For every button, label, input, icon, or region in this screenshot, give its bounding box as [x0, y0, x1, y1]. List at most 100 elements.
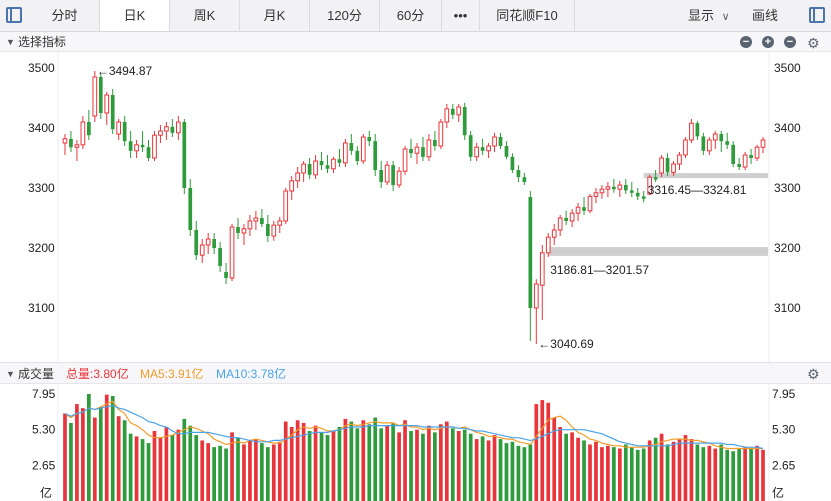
candle-body	[182, 122, 187, 188]
candle	[384, 161, 390, 185]
candle	[533, 279, 539, 344]
candle	[575, 203, 581, 221]
candle	[80, 116, 86, 149]
volume-bar	[606, 445, 610, 501]
candle-body	[337, 159, 342, 163]
candle-body	[116, 121, 122, 135]
volume-bar	[695, 444, 700, 501]
candle-body	[516, 170, 521, 178]
y-tick-label-left: 3400	[28, 121, 55, 135]
candle-body	[355, 150, 360, 161]
volume-bar	[415, 429, 419, 501]
display-menu[interactable]: 显示 ∨	[688, 0, 730, 31]
candle	[175, 116, 181, 140]
gap-band	[548, 247, 768, 256]
chevron-down-icon[interactable]: ▼	[6, 369, 15, 379]
candle-body	[510, 156, 515, 170]
volume-total: 总量:3.80亿	[66, 367, 129, 381]
zoom-in-icon[interactable]: +	[762, 36, 774, 48]
candle-body	[629, 190, 634, 193]
tab-timeshare[interactable]: 分时	[30, 0, 100, 31]
tab-60min[interactable]: 60分	[380, 0, 442, 31]
candle	[349, 134, 354, 155]
candle-body	[62, 138, 68, 144]
volume-bar	[528, 444, 533, 501]
volume-bar	[212, 447, 216, 501]
tab-f10[interactable]: 同花顺F10	[480, 0, 575, 31]
zoom-out-icon[interactable]: −	[784, 36, 796, 48]
candle	[462, 102, 467, 140]
candle	[116, 119, 122, 140]
select-indicator-button[interactable]: 选择指标	[18, 35, 67, 49]
volume-bar	[248, 440, 252, 501]
candle-body	[271, 224, 277, 237]
volume-bar	[564, 433, 568, 501]
candle-body	[301, 163, 306, 174]
tab-120min[interactable]: 120分	[310, 0, 380, 31]
candle-body	[671, 163, 676, 173]
candle-body	[760, 139, 766, 148]
candle-body	[731, 144, 736, 164]
candle-body	[450, 108, 455, 115]
candle	[414, 143, 420, 164]
candle	[205, 233, 211, 254]
candle	[402, 146, 408, 175]
candle-body	[74, 144, 80, 148]
candle-body	[384, 164, 390, 183]
candle-body	[737, 164, 742, 167]
volume-bar	[301, 422, 306, 501]
volume-bar	[337, 426, 342, 501]
candle-body	[665, 158, 670, 173]
candle-body	[229, 226, 235, 279]
candle	[641, 191, 646, 203]
chevron-down-icon[interactable]: ▼	[6, 37, 15, 47]
candle	[360, 134, 366, 164]
candle	[265, 215, 270, 242]
candle-body	[175, 121, 181, 134]
candle-body	[612, 186, 616, 190]
volume-bar	[725, 449, 730, 501]
volume-bar	[761, 449, 765, 501]
volume-bar	[254, 439, 258, 501]
candle-body	[689, 122, 694, 141]
candle-body	[582, 207, 586, 211]
draw-line-button[interactable]: 画线	[752, 8, 779, 23]
gear-icon[interactable]: ⚙	[807, 35, 820, 51]
candle-body	[325, 165, 330, 169]
panel-toggle-icon[interactable]	[809, 7, 825, 23]
volume-y-tick-right: 5.30	[772, 423, 796, 437]
volume-bar	[206, 443, 211, 501]
candle-body	[349, 143, 354, 151]
volume-bar	[629, 447, 634, 501]
volume-bar	[540, 400, 545, 501]
candle-body	[695, 123, 700, 137]
candle	[236, 218, 240, 239]
volume-bar	[110, 396, 115, 501]
y-tick-label-right: 3300	[774, 181, 801, 195]
minimize-icon[interactable]: −	[740, 36, 752, 48]
candle-body	[122, 122, 127, 142]
y-tick-label-left: 3200	[28, 241, 55, 255]
volume-bar	[498, 439, 503, 501]
candle-body	[444, 108, 450, 123]
candle	[557, 215, 563, 236]
volume-bar	[641, 448, 646, 501]
candle	[379, 161, 384, 188]
volume-bar	[69, 422, 73, 501]
tab-weekly-k[interactable]: 周K	[170, 0, 240, 31]
candle	[170, 119, 175, 137]
volume-bar	[289, 426, 294, 501]
candle	[719, 131, 724, 152]
tab-daily-k[interactable]: 日K	[100, 0, 170, 31]
volume-bar	[218, 445, 222, 501]
volume-y-tick-left: 2.65	[32, 458, 56, 472]
gear-icon[interactable]: ⚙	[807, 366, 820, 382]
candle	[253, 210, 259, 230]
sidebar-toggle-icon[interactable]	[6, 7, 22, 23]
more-tabs-button[interactable]: •••	[442, 0, 480, 31]
volume-bar	[265, 447, 270, 501]
volume-unit-left: 亿	[40, 485, 52, 500]
candle	[617, 180, 623, 197]
candle-body	[283, 190, 289, 222]
tab-monthly-k[interactable]: 月K	[240, 0, 310, 31]
